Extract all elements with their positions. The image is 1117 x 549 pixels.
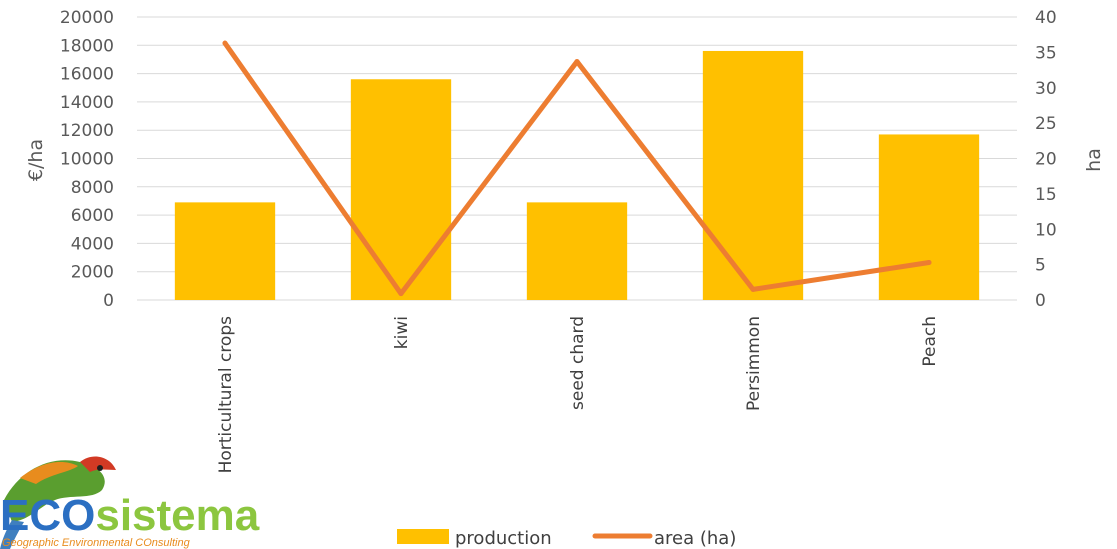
y2-tick-label: 40 bbox=[1035, 8, 1057, 28]
y-tick-label: 0 bbox=[103, 291, 114, 311]
left-axis-ticks: 0 2000 4000 6000 8000 10000 12000 14000 16000 180… bbox=[60, 8, 114, 311]
category-label: Peach bbox=[920, 316, 940, 367]
y-tick-label: 20000 bbox=[60, 8, 114, 28]
y-tick-label: 8000 bbox=[71, 178, 114, 198]
logo: ECOsistema Geographic Environmental COns… bbox=[0, 456, 260, 549]
logo-brand: ECOsistema bbox=[0, 491, 260, 540]
y-tick-label: 14000 bbox=[60, 93, 114, 113]
y2-tick-label: 0 bbox=[1035, 291, 1046, 311]
y2-tick-label: 5 bbox=[1035, 256, 1046, 276]
y2-tick-label: 35 bbox=[1035, 43, 1057, 63]
category-label: seed chard bbox=[568, 316, 588, 410]
y-tick-label: 4000 bbox=[71, 234, 114, 254]
bar-3 bbox=[526, 202, 628, 300]
bar-2 bbox=[350, 79, 452, 300]
bar-series bbox=[174, 50, 980, 301]
legend-swatch-production bbox=[397, 529, 449, 544]
legend-label-production: production bbox=[455, 528, 552, 549]
y-tick-label: 18000 bbox=[60, 36, 114, 56]
area-point-2 bbox=[398, 291, 404, 297]
left-axis-title: €/ha bbox=[25, 139, 47, 181]
bar-4 bbox=[702, 50, 804, 301]
logo-tagline: Geographic Environmental COnsulting bbox=[2, 537, 191, 549]
y2-tick-label: 20 bbox=[1035, 150, 1057, 170]
bar-1 bbox=[174, 202, 276, 300]
lizard-icon bbox=[0, 456, 116, 549]
y2-tick-label: 10 bbox=[1035, 220, 1057, 240]
legend-label-area: area (ha) bbox=[654, 528, 736, 549]
area-point-4 bbox=[750, 286, 756, 292]
area-point-3 bbox=[574, 59, 580, 65]
right-axis-ticks: 0 5 10 15 20 25 30 35 40 bbox=[1035, 8, 1057, 311]
y2-tick-label: 30 bbox=[1035, 79, 1057, 99]
category-label: Horticultural crops bbox=[216, 316, 236, 474]
category-label: kiwi bbox=[392, 316, 412, 349]
y-tick-label: 10000 bbox=[60, 150, 114, 170]
line-series bbox=[222, 40, 932, 297]
y-tick-label: 12000 bbox=[60, 121, 114, 141]
category-label: Persimmon bbox=[744, 316, 764, 411]
area-point-5 bbox=[926, 260, 932, 266]
area-point-1 bbox=[222, 40, 228, 46]
y-tick-label: 2000 bbox=[71, 263, 114, 283]
legend: production area (ha) bbox=[397, 528, 736, 549]
y2-tick-label: 15 bbox=[1035, 185, 1057, 205]
y-tick-label: 6000 bbox=[71, 206, 114, 226]
y-tick-label: 16000 bbox=[60, 65, 114, 85]
y2-tick-label: 25 bbox=[1035, 114, 1057, 134]
bar-5 bbox=[878, 134, 980, 300]
category-labels: Horticultural crops kiwi seed chard Persimm… bbox=[216, 316, 940, 474]
right-axis-title: ha bbox=[1083, 148, 1105, 172]
